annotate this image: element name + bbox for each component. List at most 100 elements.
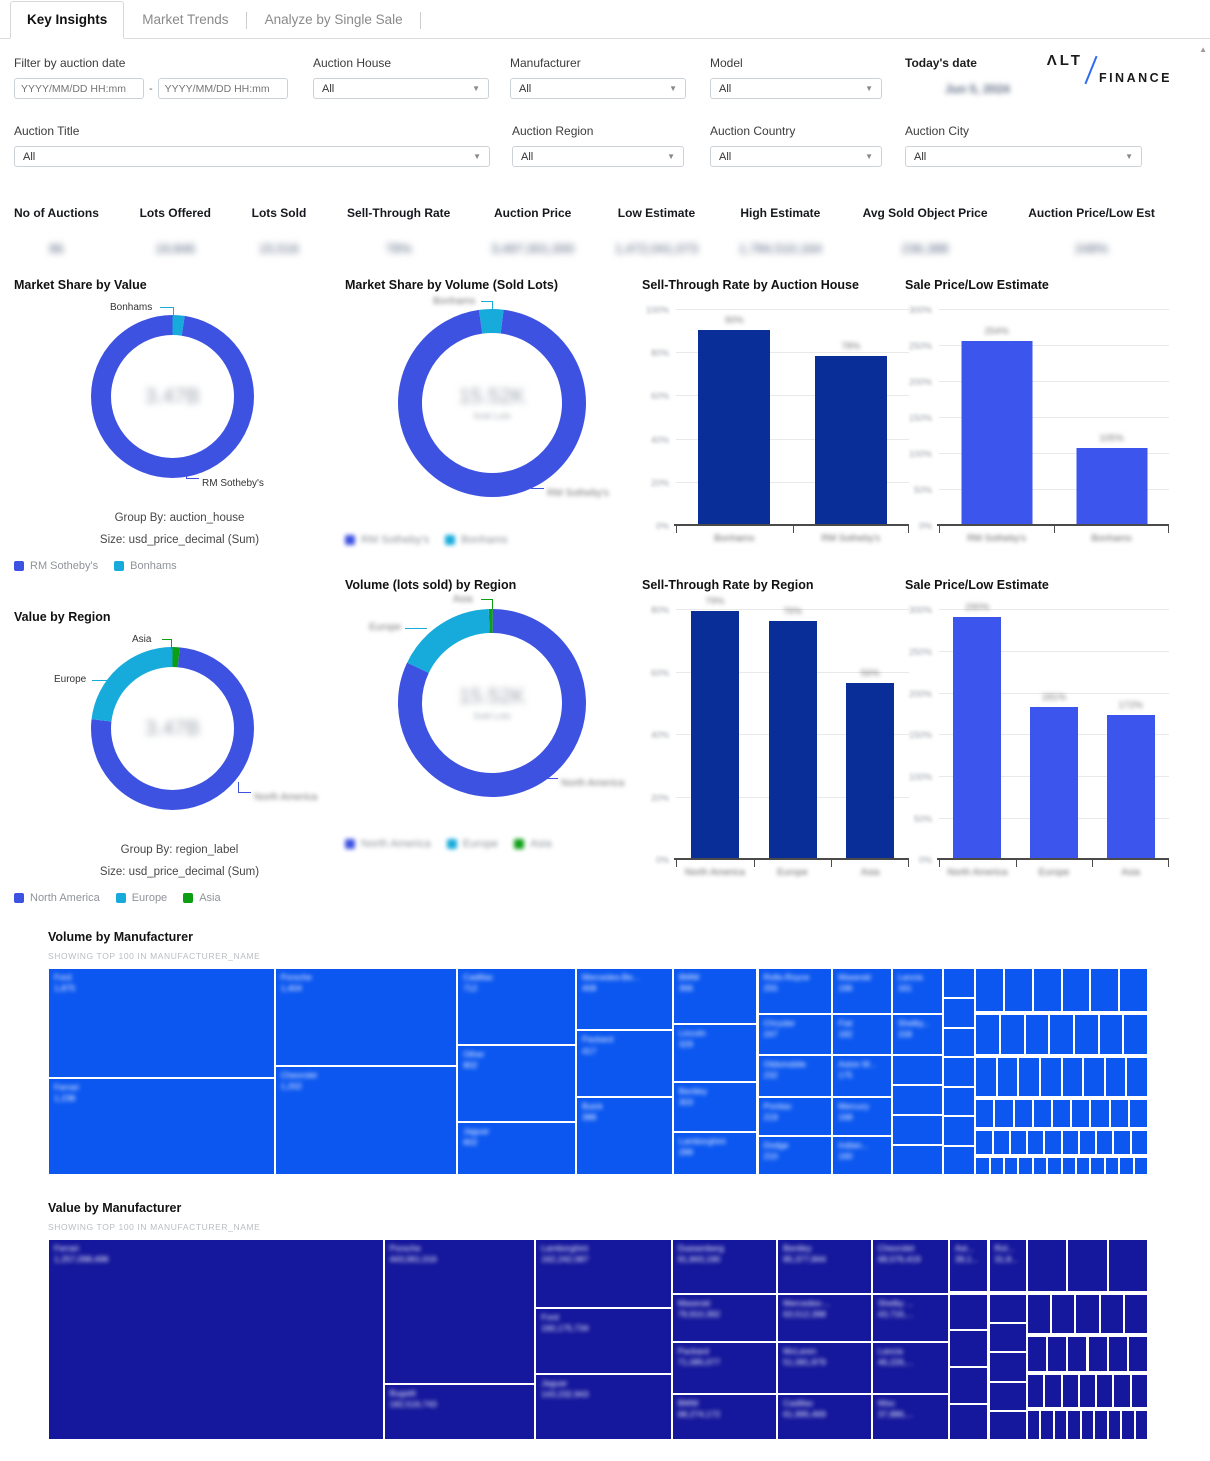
- auction-country-select[interactable]: All ▼: [710, 146, 882, 167]
- legend-item-europe: Europe: [446, 838, 498, 850]
- legend-label: North America: [30, 892, 100, 905]
- axis-tick: [676, 860, 677, 868]
- filter-model: Model All ▼: [710, 56, 882, 99]
- y-tick-label: 20%: [650, 792, 669, 803]
- gridline: [939, 381, 1169, 382]
- y-tick-label: 300%: [908, 305, 932, 315]
- treemap-cell: [1027, 1129, 1045, 1155]
- bar-value-label: 290%: [965, 601, 990, 613]
- manufacturer-select[interactable]: All ▼: [510, 78, 686, 99]
- treemap-cell-dodge: Dodge 210: [757, 1136, 833, 1176]
- y-tick-label: 150%: [908, 730, 932, 741]
- treemap-cell: [1096, 1129, 1114, 1155]
- donut-caption-line-1: Group By: auction_house: [114, 512, 245, 524]
- filter-auction-country: Auction Country All ▼: [710, 124, 882, 167]
- chart-card-market-share-by-volume-sold-lots-1: Market Share by Volume (Sold Lots) 15.52K…: [345, 278, 642, 546]
- treemap-cell-packard: Packard 417: [576, 1030, 673, 1097]
- treemap-cell-mercedes: Mercedes-... 63,512,398: [777, 1293, 872, 1342]
- logo-finance-text: FINANCE: [1098, 71, 1172, 85]
- chart-title: Sale Price/Low Estimate: [905, 578, 1049, 593]
- treemap-cell-label: Lancia 161: [897, 972, 923, 994]
- date-from-input[interactable]: [14, 78, 144, 99]
- treemap-cell: [1018, 1156, 1033, 1176]
- chart-legend: RM Sotheby's Bonhams: [345, 534, 642, 546]
- treemap-cell-bentley: Bentley 303: [672, 1082, 758, 1132]
- kpi-label: High Estimate: [740, 206, 821, 220]
- treemap-cell: [1004, 1156, 1019, 1176]
- treemap-cell: [1123, 1013, 1148, 1056]
- bar-europe: [1030, 707, 1078, 859]
- treemap-cell: [1013, 1098, 1033, 1128]
- chart-title: Market Share by Volume (Sold Lots): [345, 278, 559, 292]
- treemap-cell-maserati: Maserati 196: [832, 968, 892, 1014]
- donut-callout-north-america: North America: [254, 792, 318, 804]
- bar-value-label: 172%: [1118, 699, 1143, 711]
- treemap-cell: [1075, 1293, 1100, 1334]
- auction-title-value: All: [23, 150, 36, 163]
- chart-card-sale-price-low-estimate-7: Sale Price/Low Estimate 0% 50% 100% 150% 200%…: [905, 578, 1181, 879]
- treemap-cell: [943, 968, 976, 998]
- bar-slot-north-america: 290% North America: [939, 602, 1016, 879]
- donut-center-text: 15.52K: [458, 685, 526, 709]
- auction-city-label: Auction City: [905, 124, 970, 138]
- treemap-cell: [1080, 1410, 1095, 1441]
- y-tick-label: 0%: [655, 855, 669, 866]
- chart-title: Sale Price/Low Estimate: [905, 278, 1049, 292]
- treemap-cell-bugatti: Bugatti 182,516,743: [383, 1384, 536, 1441]
- treemap-cell-label: Cadillac 712: [463, 972, 494, 994]
- treemap-cell: [1061, 968, 1091, 1012]
- auction-region-select[interactable]: All ▼: [512, 146, 684, 167]
- callout-line: [186, 468, 199, 479]
- tab-bar: Key Insights Market Trends Analyze by Sing…: [0, 0, 1210, 39]
- treemap-cell-label: Jaguar 602: [463, 1125, 490, 1147]
- model-value: All: [719, 82, 732, 95]
- x-axis-label-rm-sotheby-s: RM Sotheby's: [821, 533, 881, 544]
- treemap-cell-other: Other 802: [457, 1044, 576, 1122]
- kpi-value: 86: [49, 241, 64, 256]
- bar-value-label: 56%: [860, 668, 880, 680]
- bar-slot-bonhams: 90% Bonhams: [676, 310, 793, 544]
- y-tick-label: 80%: [650, 605, 669, 616]
- chart-legend: North America Europe Asia: [14, 892, 345, 904]
- legend-swatch: [445, 535, 456, 545]
- donut-callout-asia: Asia: [132, 634, 152, 646]
- bar-slot-rm-sotheby-s: 254% RM Sotheby's: [939, 310, 1054, 544]
- treemap-cell-label: Jaguar 143,232,943: [541, 1378, 589, 1400]
- auction-title-select[interactable]: All ▼: [14, 146, 490, 167]
- bar-asia: [1106, 714, 1155, 859]
- donut-caption-line-2: Size: usd_price_decimal (Sum): [99, 866, 260, 879]
- kpi-label: No of Auctions: [14, 206, 99, 220]
- chart-card-sell-through-rate-by-region-6: Sell-Through Rate by Region 0% 20% 40% 60% 80…: [642, 578, 909, 878]
- chart-title: Value by Region: [14, 610, 111, 625]
- donut-center-value: 3.47B: [90, 646, 255, 811]
- bar-value-label: 79%: [705, 596, 725, 608]
- x-axis-label-asia: Asia: [1121, 867, 1140, 879]
- scroll-up-icon[interactable]: ▲: [1199, 45, 1207, 54]
- treemap-cell-maserati: Maserati 79,910,392: [671, 1293, 778, 1342]
- tab-market-trends[interactable]: Market Trends: [124, 1, 247, 38]
- treemap-cell: [1076, 1156, 1091, 1176]
- chevron-down-icon: ▼: [865, 152, 873, 161]
- treemap-cell: [1126, 1057, 1148, 1097]
- treemap-cell: [975, 1098, 995, 1128]
- date-to-input[interactable]: [157, 78, 288, 99]
- todays-date-label: Today's date: [905, 56, 977, 70]
- auction-city-select[interactable]: All ▼: [905, 146, 1142, 167]
- chart-card-sale-price-low-estimate-3: Sale Price/Low Estimate 0% 50% 100% 150% 200%…: [905, 278, 1181, 544]
- auction-house-select[interactable]: All ▼: [313, 78, 489, 99]
- donut-chart: [398, 309, 586, 497]
- donut-center-text: 15.52K: [458, 385, 526, 408]
- treemap-cell: [1083, 1057, 1105, 1097]
- auction-title-label: Auction Title: [14, 124, 80, 138]
- treemap-cell-label: Rol... 31,8...: [994, 1243, 1019, 1265]
- donut-center-text: 3.47B: [145, 384, 200, 408]
- tab-key-insights[interactable]: Key Insights: [10, 1, 125, 39]
- treemap-cell-porsche: Porsche 1,404: [274, 968, 458, 1066]
- tab-analyze-by-single-sale[interactable]: Analyze by Single Sale: [247, 1, 421, 38]
- model-select[interactable]: All ▼: [710, 78, 882, 99]
- y-tick-label: 100%: [908, 771, 932, 782]
- y-tick-label: 0%: [918, 521, 932, 531]
- charts-row-2: Value by Region 3.47B Asia Europe North Amer…: [0, 578, 1210, 904]
- treemap-cell-label: Buick 388: [582, 1100, 603, 1122]
- treemap-cell: [1004, 968, 1033, 1012]
